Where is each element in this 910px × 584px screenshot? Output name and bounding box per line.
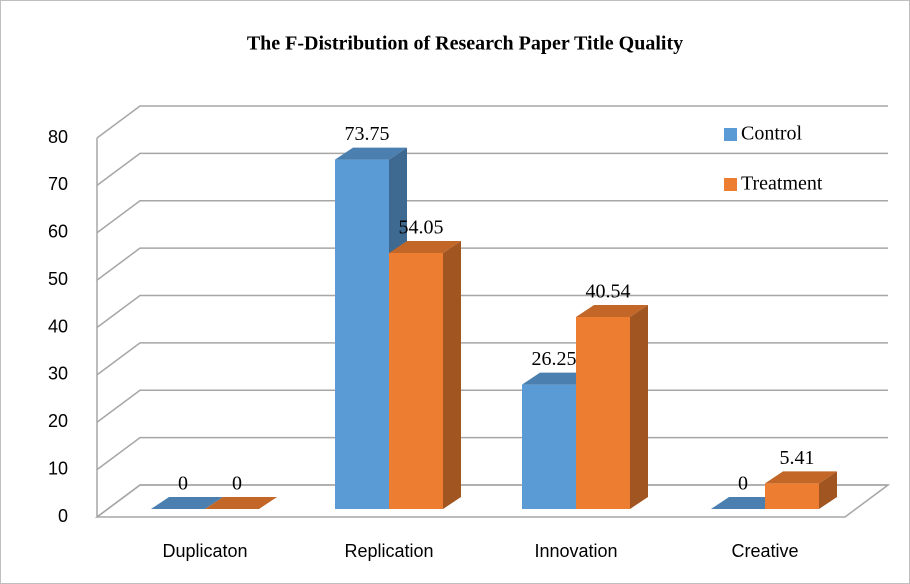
legend-swatch [724, 178, 737, 191]
bar-front [389, 252, 443, 510]
data-label: 73.75 [345, 123, 390, 145]
bar-front [335, 159, 389, 509]
y-tick-label: 80 [48, 127, 68, 147]
bar [389, 240, 461, 510]
y-tick-label: 10 [48, 458, 68, 478]
bar-side [819, 471, 837, 509]
y-tick-label: 40 [48, 316, 68, 336]
bar-side [630, 304, 648, 509]
bar-front [765, 483, 819, 509]
legend-swatch [724, 128, 737, 141]
bar [205, 497, 277, 509]
x-tick-label: Replication [344, 541, 433, 561]
bar-front [522, 384, 576, 509]
bar-side [443, 240, 461, 510]
chart-title: The F-Distribution of Research Paper Tit… [247, 33, 683, 55]
data-label: 0 [232, 473, 242, 495]
bar-top [205, 497, 277, 509]
data-label: 40.54 [586, 281, 631, 303]
grid-line [96, 152, 888, 186]
y-tick-label: 50 [48, 269, 68, 289]
bar [765, 471, 837, 509]
data-label: 54.05 [399, 217, 444, 239]
y-tick-label: 0 [58, 506, 68, 526]
legend-label: Treatment [741, 173, 823, 195]
data-label: 0 [738, 473, 748, 495]
bar-top [389, 240, 461, 253]
x-tick-label: Duplicaton [162, 541, 247, 561]
legend-label: Control [741, 123, 803, 145]
bar [576, 304, 648, 509]
data-label: 5.41 [780, 447, 815, 469]
bar-front [576, 316, 630, 509]
grid-line [96, 105, 888, 139]
x-tick-label: Innovation [534, 541, 617, 561]
y-tick-label: 60 [48, 222, 68, 242]
bar-top [151, 497, 223, 509]
bar-top [765, 471, 837, 484]
bar-top [335, 147, 407, 160]
y-tick-label: 70 [48, 174, 68, 194]
grid-line [96, 294, 888, 329]
x-tick-label: Creative [731, 541, 798, 561]
data-label: 26.25 [532, 348, 577, 370]
data-label: 0 [178, 473, 188, 495]
y-tick-label: 20 [48, 411, 68, 431]
y-tick-label: 30 [48, 364, 68, 384]
grid-line [96, 247, 888, 281]
bar [151, 497, 223, 509]
bar-top [576, 304, 648, 317]
grid-line [96, 200, 888, 234]
